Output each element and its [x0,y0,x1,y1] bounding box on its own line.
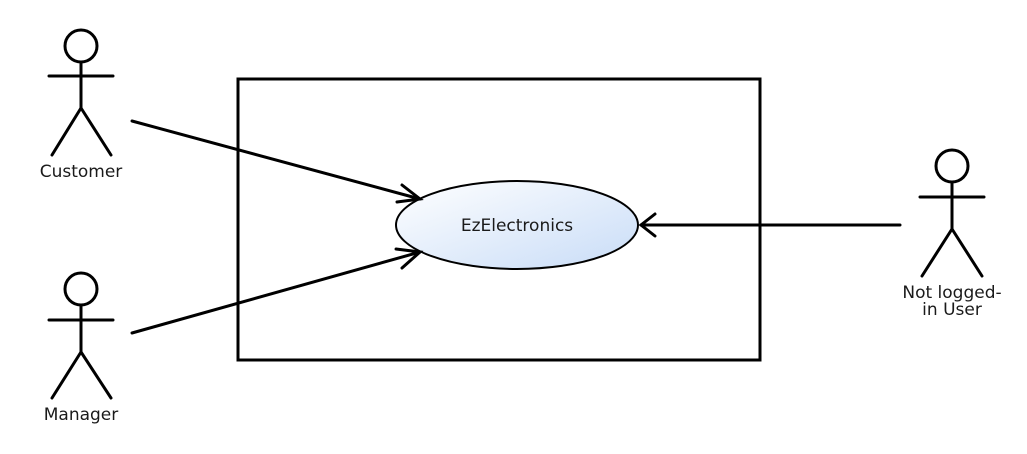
stick-figure-icon [47,271,115,400]
stick-figure-icon [47,28,115,157]
actor-label-manager: Manager [44,405,119,425]
use-case-ellipse [395,180,639,270]
association-line [130,250,422,335]
actor-label-not-logged-in-line2: in User [922,300,982,320]
actor-label-not-logged-in-line1: Not logged- [902,283,1001,303]
arrowhead-icon [638,212,657,238]
association-line [130,119,422,201]
actor-label-customer: Customer [40,162,123,182]
association-manager [130,247,424,335]
actor-customer[interactable]: Customer [40,28,123,182]
use-case-label: EzElectronics [461,216,573,236]
association-not-logged-in-user [638,212,902,238]
arrowhead-icon [394,247,424,270]
stick-figure-icon [918,148,986,278]
use-case-ezelectronics[interactable]: EzElectronics [395,180,639,270]
association-customer [130,119,424,204]
actor-not-logged-in-user[interactable]: Not logged- in User [902,148,1002,320]
arrowhead-icon [395,183,424,204]
system-boundary [236,77,762,362]
actor-manager[interactable]: Manager [44,271,119,425]
